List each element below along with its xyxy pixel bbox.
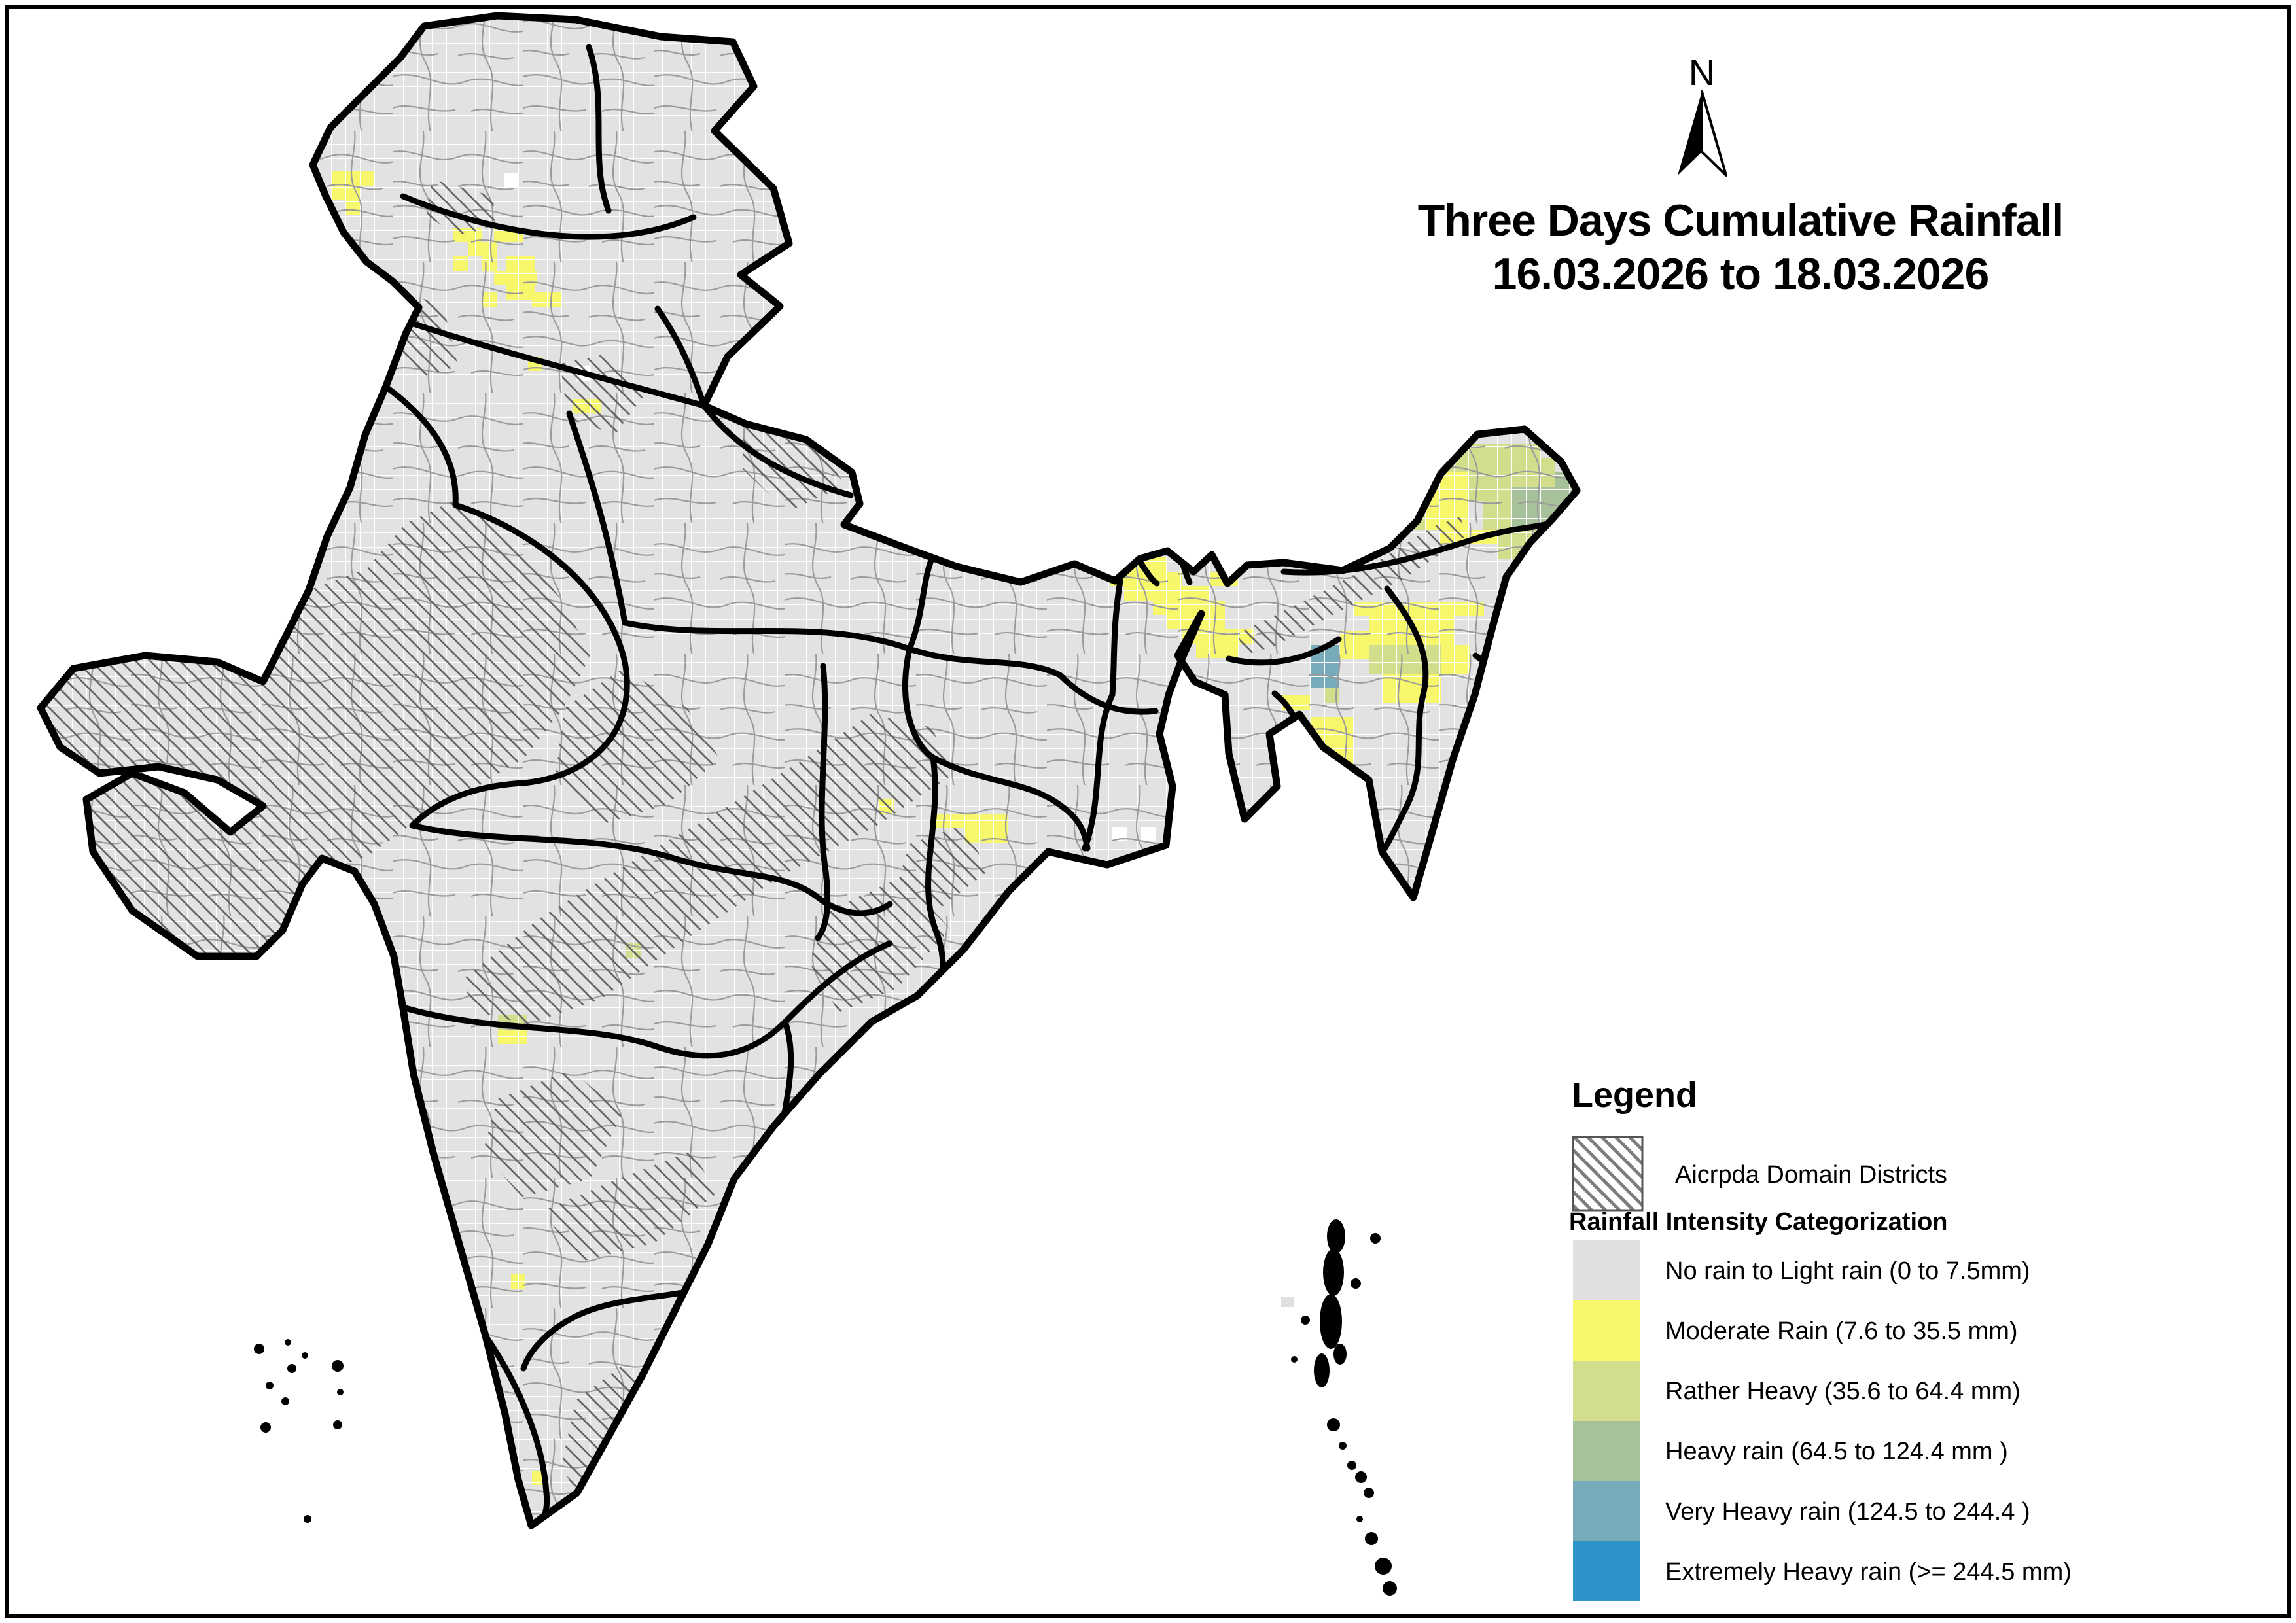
lakshadweep-islands	[254, 1339, 344, 1523]
rainfall-intensity-heading: Rainfall Intensity Categorization	[1569, 1208, 1948, 1236]
legend-label-heavy: Heavy rain (64.5 to 124.4 mm )	[1665, 1438, 2008, 1465]
north-arrow-label: N	[1689, 52, 1715, 93]
north-arrow-left-half	[1678, 92, 1702, 175]
legend-heading: Legend	[1572, 1075, 1697, 1115]
legend-swatch-heavy	[1573, 1421, 1640, 1481]
north-arrow: N	[1678, 52, 1727, 177]
legend-swatch-no-rain	[1573, 1240, 1640, 1300]
legend-label-rather-heavy: Rather Heavy (35.6 to 64.4 mm)	[1665, 1378, 2021, 1405]
legend-label-moderate: Moderate Rain (7.6 to 35.5 mm)	[1665, 1318, 2018, 1345]
north-arrow-right-half	[1701, 90, 1727, 177]
legend-label-extremely-heavy: Extremely Heavy rain (>= 244.5 mm)	[1665, 1558, 2072, 1586]
map-title-line2: 16.03.2026 to 18.03.2026	[1492, 249, 1989, 299]
legend-swatch-extremely-heavy	[1573, 1541, 1640, 1601]
legend-labels: No rain to Light rain (0 to 7.5mm) Moder…	[1665, 1257, 2072, 1586]
legend-label-no-rain: No rain to Light rain (0 to 7.5mm)	[1665, 1257, 2030, 1285]
legend: Legend Aicrpda Domain Districts Rainfall…	[1569, 1075, 2072, 1601]
legend-swatch-moderate	[1573, 1300, 1640, 1361]
map-title: Three Days Cumulative Rainfall 16.03.202…	[1418, 196, 2064, 299]
andaman-nicobar-islands	[1281, 1219, 1397, 1596]
map-frame-border	[5, 5, 2291, 1618]
legend-label-very-heavy: Very Heavy rain (124.5 to 244.4 )	[1665, 1498, 2030, 1526]
map-title-line1: Three Days Cumulative Rainfall	[1418, 196, 2064, 245]
aicrpda-domain-label: Aicrpda Domain Districts	[1675, 1161, 1947, 1189]
state-boundaries-layer	[363, 44, 1564, 1526]
legend-swatch-rather-heavy	[1573, 1361, 1640, 1421]
legend-swatch-very-heavy	[1573, 1481, 1640, 1541]
legend-color-ramp	[1573, 1240, 1640, 1601]
aicrpda-domain-districts-layer	[41, 179, 1466, 1516]
aicrpda-domain-swatch	[1572, 1136, 1644, 1212]
